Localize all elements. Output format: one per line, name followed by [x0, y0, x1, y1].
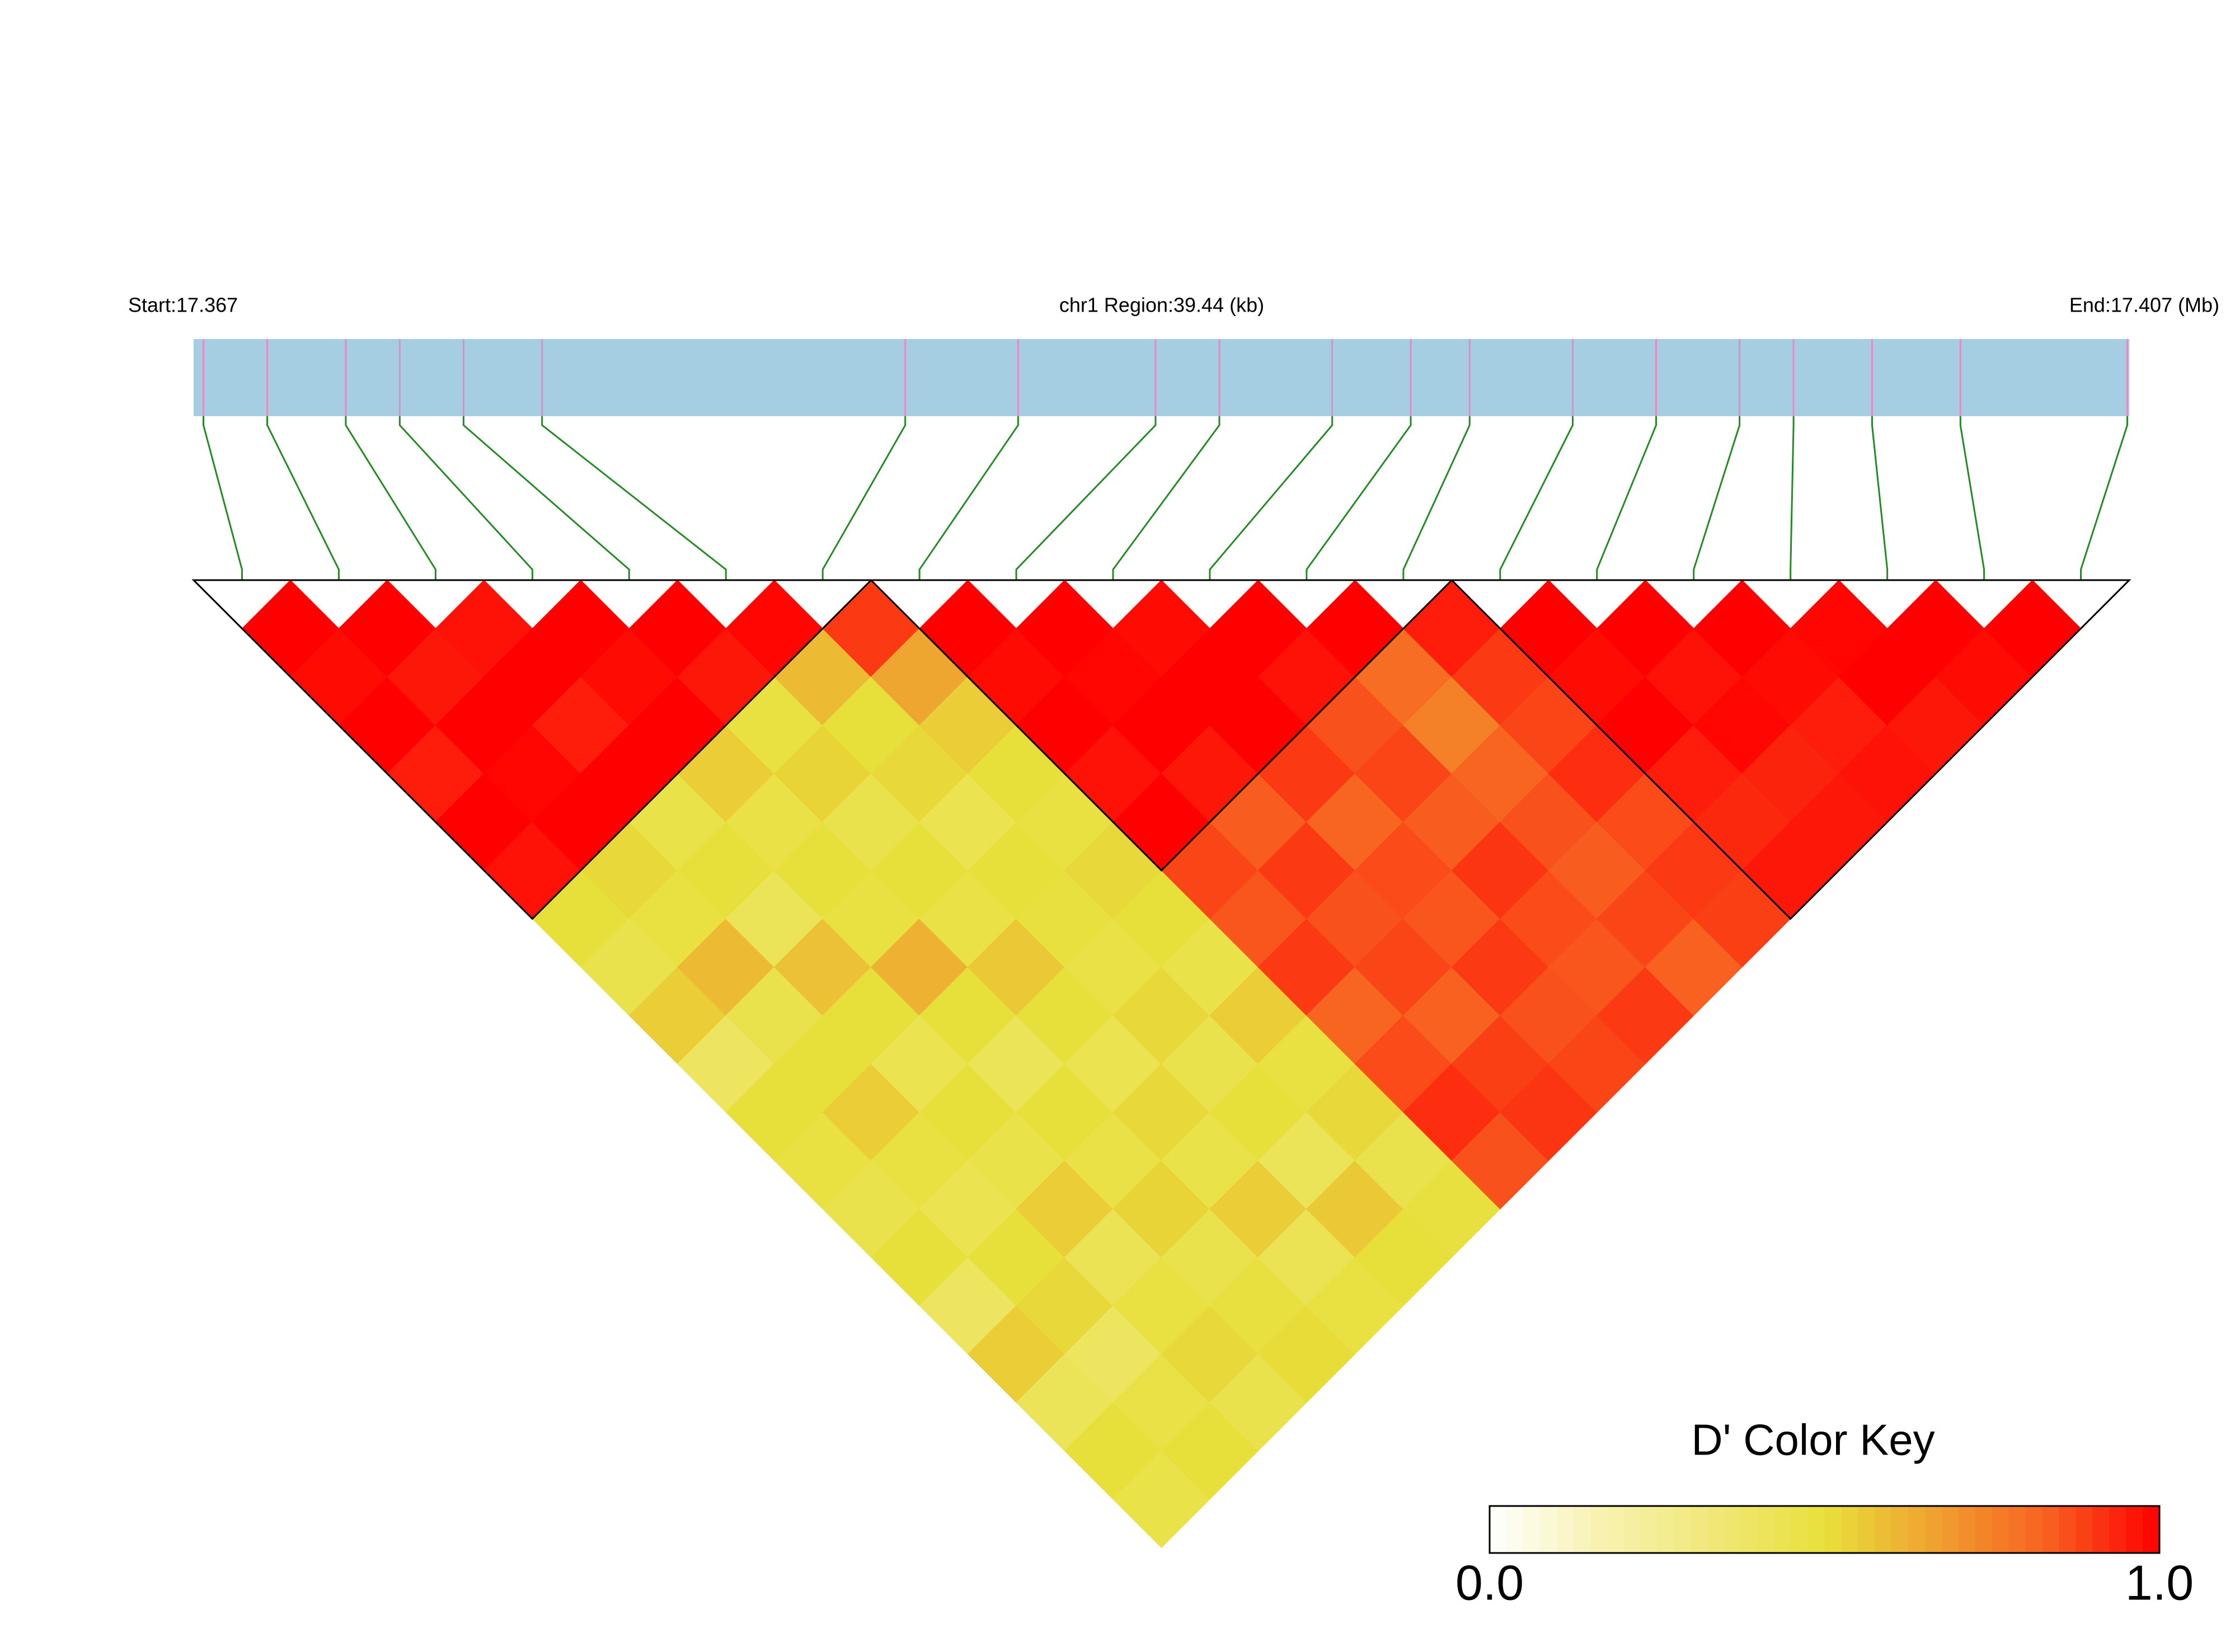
colorbar-step — [1941, 1506, 1959, 1553]
colorbar-step — [1774, 1506, 1792, 1553]
colorbar-tick-label: 0.0 — [1455, 1555, 1524, 1610]
colorbar-step — [2126, 1506, 2144, 1553]
snp-link — [1402, 416, 1471, 580]
colorbar-step — [1975, 1506, 1993, 1553]
colorbar-step — [1740, 1506, 1758, 1553]
colorbar-step — [2059, 1506, 2077, 1553]
colorbar-step — [2025, 1506, 2043, 1553]
colorbar-title: D' Color Key — [1691, 1415, 1935, 1465]
start-label: Start:17.367 — [128, 294, 238, 317]
snp-link — [1112, 416, 1220, 580]
snp-link — [541, 416, 727, 580]
colorbar-step — [1556, 1506, 1574, 1553]
end-label: End:17.407 (Mb) — [2069, 294, 2219, 317]
colorbar-step — [1657, 1506, 1675, 1553]
colorbar-step — [1640, 1506, 1658, 1553]
colorbar-step — [1506, 1506, 1524, 1553]
colorbar-step — [1590, 1506, 1608, 1553]
colorbar-step — [1875, 1506, 1893, 1553]
colorbar-tick-label: 1.0 — [2125, 1555, 2194, 1610]
colorbar-step — [1807, 1506, 1825, 1553]
ld-block — [191, 579, 874, 920]
colorbar-step — [1523, 1506, 1541, 1553]
colorbar-frame — [1489, 1505, 2161, 1554]
colorbar-step — [1925, 1506, 1942, 1553]
colorbar-step — [2143, 1506, 2160, 1553]
snp-link — [1959, 416, 1985, 580]
snp-link — [462, 416, 630, 580]
snp-link — [1790, 416, 1795, 580]
colorbar-step — [2092, 1506, 2110, 1553]
snp-link — [1871, 416, 1889, 580]
colorbar-step — [2042, 1506, 2060, 1553]
colorbar-step — [1858, 1506, 1876, 1553]
snp-link — [2080, 416, 2128, 580]
colorbar-step — [1824, 1506, 1842, 1553]
snp-link — [203, 416, 243, 580]
colorbar-step — [1539, 1506, 1557, 1553]
colorbar-step — [1691, 1506, 1708, 1553]
snp-link — [1693, 416, 1741, 580]
chart-title: chr1 Region:39.44 (kb) — [1059, 294, 1264, 317]
colorbar-step — [1490, 1506, 1507, 1553]
ld-block — [869, 579, 1454, 872]
snp-link — [918, 416, 1019, 580]
snp-link — [345, 416, 436, 580]
snp-link — [398, 416, 533, 580]
colorbar-step — [1674, 1506, 1692, 1553]
colorbar-step — [1992, 1506, 2009, 1553]
snp-link — [821, 416, 907, 580]
snp-link — [1499, 416, 1574, 580]
snp-link — [1306, 416, 1412, 580]
colorbar-step — [1724, 1506, 1741, 1553]
snp-link — [1596, 416, 1658, 580]
colorbar-step — [1958, 1506, 1976, 1553]
snp-track — [194, 339, 2129, 416]
colorbar-step — [1607, 1506, 1624, 1553]
colorbar-step — [1891, 1506, 1909, 1553]
snp-link — [1209, 416, 1334, 580]
colorbar-step — [2076, 1506, 2093, 1553]
snp-link — [1015, 416, 1157, 580]
snp-link — [266, 416, 340, 580]
ld-block — [1449, 579, 2131, 920]
colorbar-step — [1623, 1506, 1641, 1553]
colorbar-step — [1573, 1506, 1591, 1553]
colorbar-step — [1841, 1506, 1859, 1553]
colorbar-step — [1791, 1506, 1809, 1553]
colorbar-step — [1757, 1506, 1775, 1553]
colorbar-step — [2109, 1506, 2127, 1553]
colorbar-step — [1707, 1506, 1725, 1553]
colorbar-step — [1908, 1506, 1926, 1553]
colorbar-step — [2008, 1506, 2026, 1553]
